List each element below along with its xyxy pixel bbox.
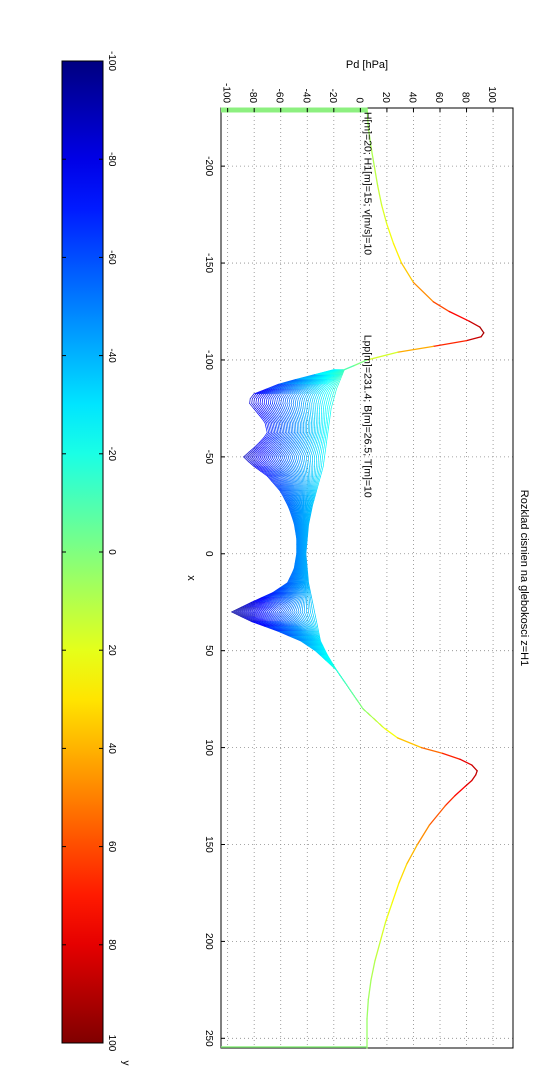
y-tick-label: 80: [460, 92, 471, 104]
y-axis-label: Pd [hPa]: [346, 59, 388, 71]
colorbar-tick-label: -20: [106, 447, 117, 462]
chart-title: Rozklad cisnien na glebokosci z=H1: [518, 490, 530, 666]
y-tick-label: 20: [380, 92, 391, 104]
y-tick-label: 100: [486, 86, 497, 103]
colorbar: [62, 61, 103, 1043]
y-tick-label: -20: [327, 89, 338, 104]
colorbar-tick-label: 60: [106, 841, 117, 853]
hull-curve: [312, 476, 313, 481]
colorbar-tick-label: 80: [106, 939, 117, 951]
colorbar-tick-label: 40: [106, 743, 117, 755]
x-tick-label: -50: [203, 450, 214, 465]
colorbar-tick-label: 20: [106, 645, 117, 657]
hull-curve: [312, 413, 313, 418]
x-tick-label: 0: [203, 551, 214, 557]
colorbar-tick-label: -60: [106, 250, 117, 265]
x-tick-label: -150: [203, 253, 214, 273]
x-tick-label: 50: [203, 645, 214, 657]
x-tick-label: 150: [203, 836, 214, 853]
hull-curve: [309, 491, 310, 496]
x-axis-label: x: [185, 575, 197, 581]
x-tick-label: -200: [203, 156, 214, 176]
y-tick-label: -60: [274, 89, 285, 104]
x-tick-label: -100: [203, 350, 214, 370]
x-tick-label: 100: [203, 739, 214, 756]
colorbar-tick-label: -100: [106, 51, 117, 71]
colorbar-tick-label: 0: [106, 549, 117, 555]
colorbar-tick-label: -80: [106, 152, 117, 167]
y-tick-label: -40: [300, 89, 311, 104]
y-tick-label: -80: [247, 89, 258, 104]
y-tick-label: -100: [221, 83, 232, 103]
colorbar-tick-label: -40: [106, 348, 117, 363]
annotation: Lpp[m]=231.4; B[m]=26.5; T[m]=10: [361, 335, 373, 498]
colorbar-tick-label: 100: [106, 1035, 117, 1052]
y-tick-label: 60: [433, 92, 444, 104]
y-tick-label: 40: [406, 92, 417, 104]
colorbar-label: y: [120, 1061, 131, 1066]
x-tick-label: 250: [203, 1030, 214, 1047]
y-tick-label: 0: [353, 97, 364, 103]
x-tick-label: 200: [203, 933, 214, 950]
annotation: H[m]=20; H1[m]=15; v[m/s]=10: [361, 112, 373, 255]
